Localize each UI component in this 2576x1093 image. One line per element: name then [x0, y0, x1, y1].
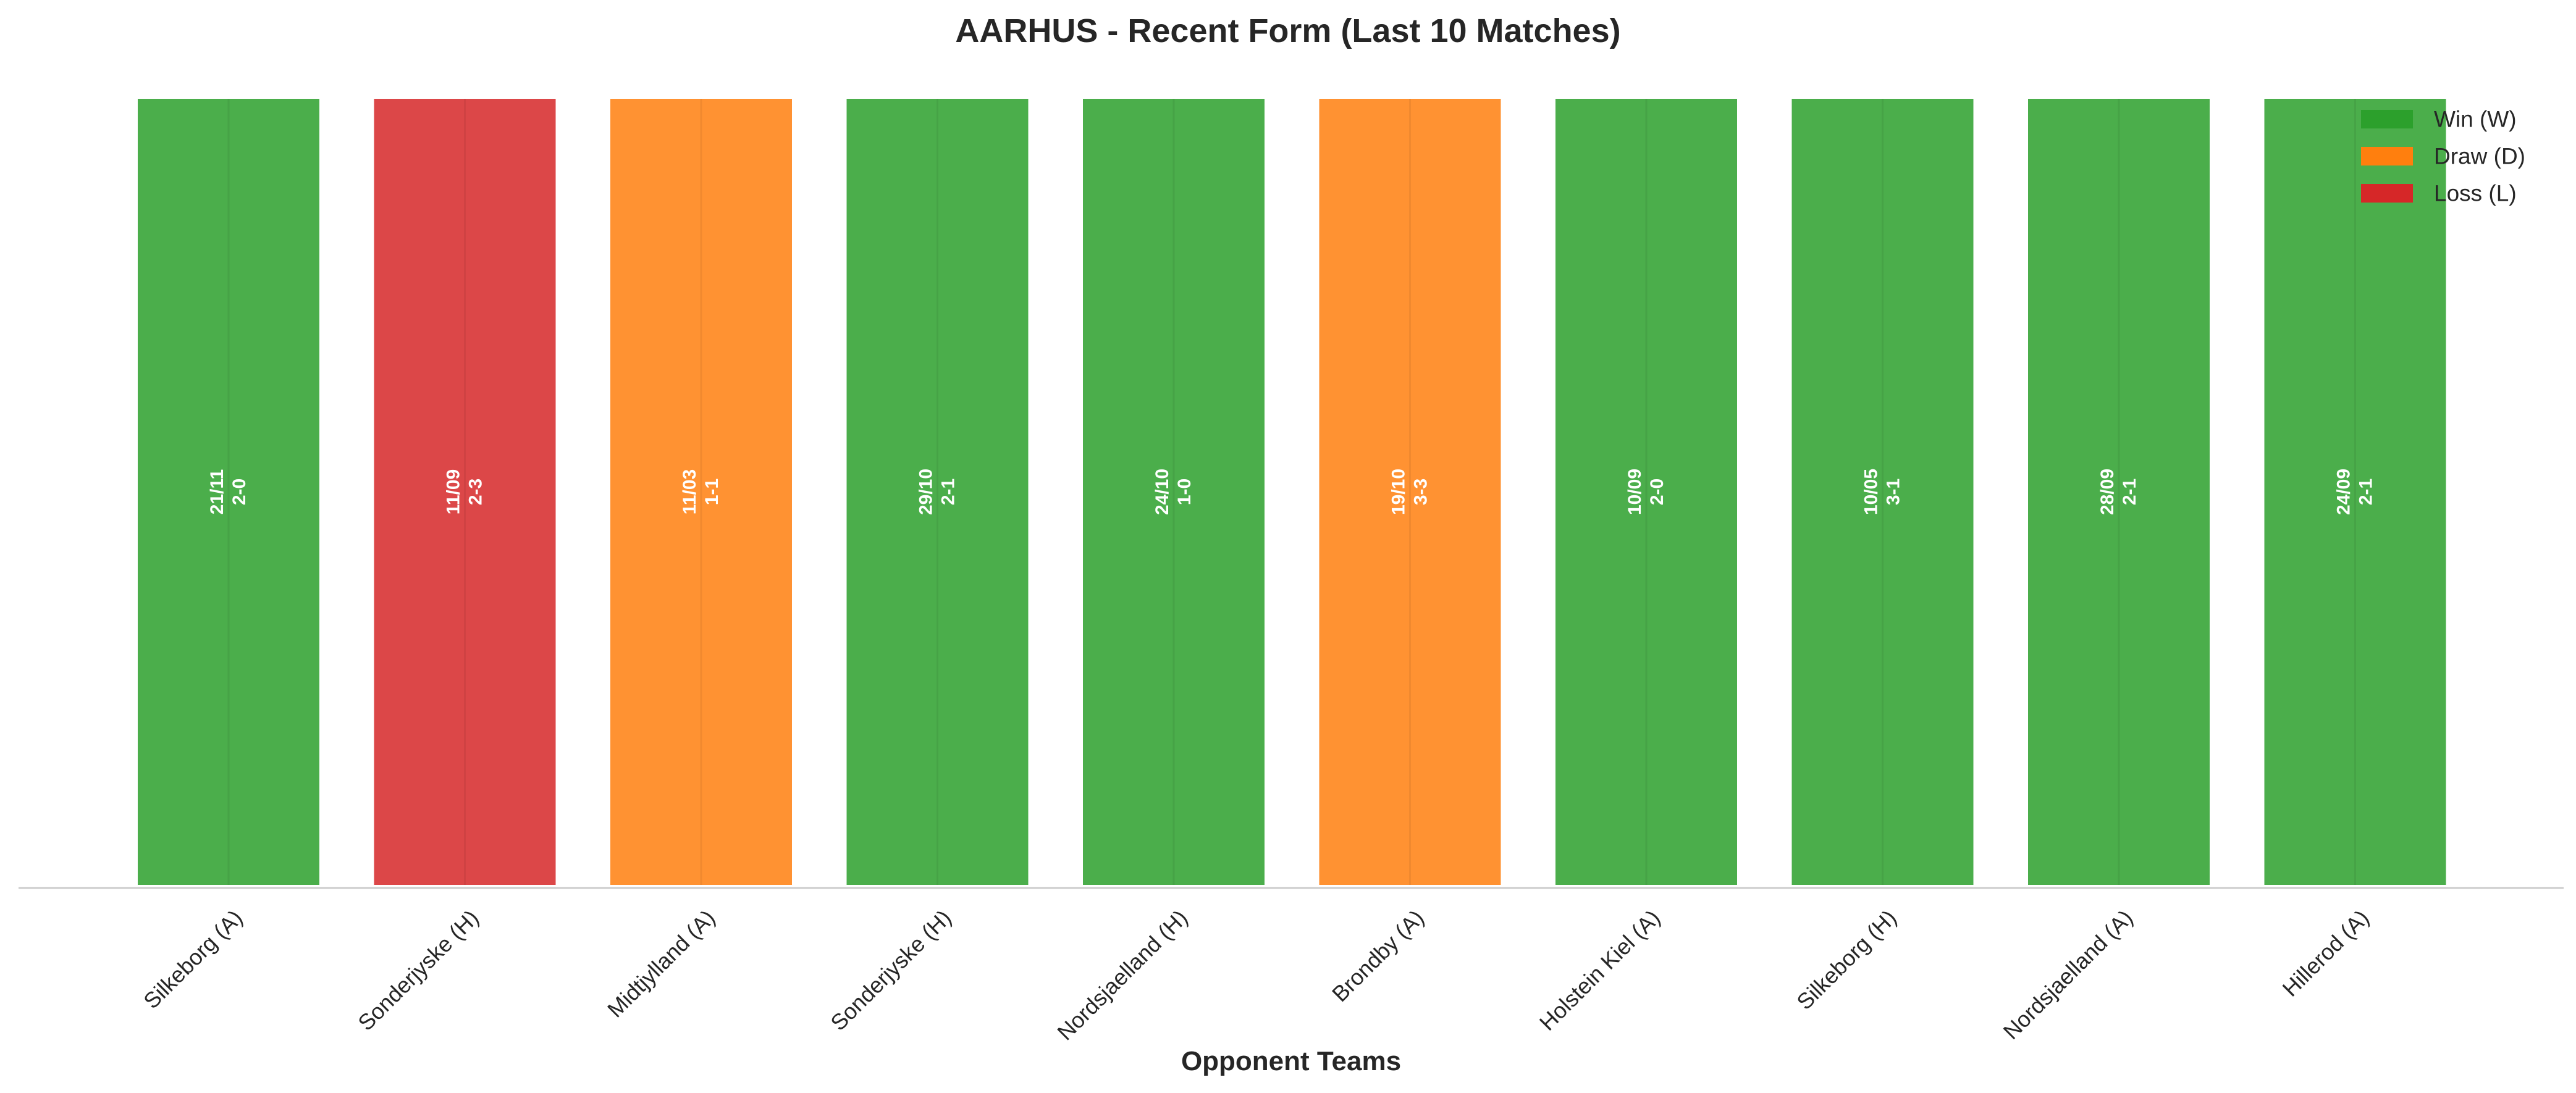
bar	[135, 96, 322, 887]
bar-label: 24/10 1-0	[1152, 469, 1195, 515]
bar	[1789, 96, 1976, 887]
legend-swatch	[2361, 147, 2413, 165]
x-tick-label: Holstein Kiel (A)	[1534, 905, 1665, 1035]
bar-label: 29/10 2-1	[916, 469, 959, 515]
x-tick-label: Sonderjyske (H)	[353, 905, 483, 1035]
legend-label: Draw (D)	[2434, 144, 2525, 169]
bar	[371, 96, 558, 887]
x-tick-label: Hillerod (A)	[2278, 905, 2374, 1001]
bar-labels-layer: 21/11 2-0 11/09 2-3 11/03 1-1 29/10 2-1 24/10 1-0…	[207, 469, 2376, 515]
bar-label-date: 24/09	[2334, 469, 2354, 515]
bar-label: 11/03 1-1	[680, 469, 722, 514]
chart-title: AARHUS - Recent Form (Last 10 Matches)	[955, 12, 1620, 49]
bar-label: 28/09 2-1	[2097, 469, 2140, 515]
x-tick-labels: Silkeborg (A) Sonderjyske (H) Midtjylland …	[138, 905, 2374, 1045]
bar-label-score: 3-3	[1411, 479, 1431, 505]
x-tick-label: Nordsjaelland (A)	[1998, 905, 2138, 1044]
x-tick-label: Midtjylland (A)	[602, 905, 720, 1022]
bar-label-score: 2-1	[2119, 479, 2140, 505]
x-tick-label: Brondby (A)	[1327, 905, 1429, 1007]
bar	[1553, 96, 1740, 887]
bar	[608, 96, 794, 887]
bar-label-date: 10/05	[1861, 469, 1882, 515]
bar-label-score: 2-0	[229, 479, 250, 505]
bar-label: 10/09 2-0	[1625, 469, 1667, 515]
bar-label-score: 2-1	[2356, 479, 2376, 505]
bar-label-date: 29/10	[916, 469, 937, 515]
bar-label: 10/05 3-1	[1861, 469, 1904, 515]
bar	[2262, 96, 2449, 887]
bar-label-date: 11/09	[444, 469, 464, 514]
bar-label-date: 19/10	[1389, 469, 1409, 515]
bar-label-date: 10/09	[1625, 469, 1645, 515]
bar-label: 21/11 2-0	[207, 469, 250, 514]
legend-swatch	[2361, 110, 2413, 128]
bar-label: 19/10 3-3	[1389, 469, 1431, 515]
bar-label: 24/09 2-1	[2334, 469, 2376, 515]
bar-label-score: 2-0	[1647, 479, 1667, 505]
bar	[2026, 96, 2212, 887]
bar-label-score: 2-1	[938, 479, 959, 505]
bar	[844, 96, 1031, 887]
bar-label-date: 21/11	[207, 469, 227, 514]
legend: Win (W) Draw (D) Loss (L)	[2361, 107, 2525, 206]
bar-label-score: 1-1	[702, 479, 722, 505]
legend-label: Loss (L)	[2434, 181, 2517, 206]
x-tick-label: Nordsjaelland (H)	[1052, 905, 1192, 1045]
x-axis-label: Opponent Teams	[1181, 1046, 1401, 1076]
bar-label-date: 11/03	[680, 469, 700, 514]
bar	[1316, 96, 1504, 887]
legend-swatch	[2361, 184, 2413, 203]
bar-label: 11/09 2-3	[444, 469, 486, 514]
legend-label: Win (W)	[2434, 107, 2517, 132]
bars-layer	[135, 96, 2449, 887]
bar-label-score: 3-1	[1884, 479, 1904, 505]
bar-label-score: 2-3	[466, 479, 486, 505]
x-tick-label: Silkeborg (H)	[1791, 905, 1901, 1015]
bar-label-date: 28/09	[2097, 469, 2118, 515]
bar-label-score: 1-0	[1174, 479, 1195, 505]
x-tick-label: Sonderjyske (H)	[825, 905, 956, 1035]
bar	[1080, 96, 1267, 887]
bar-label-date: 24/10	[1152, 469, 1172, 515]
x-tick-label: Silkeborg (A)	[138, 905, 247, 1013]
